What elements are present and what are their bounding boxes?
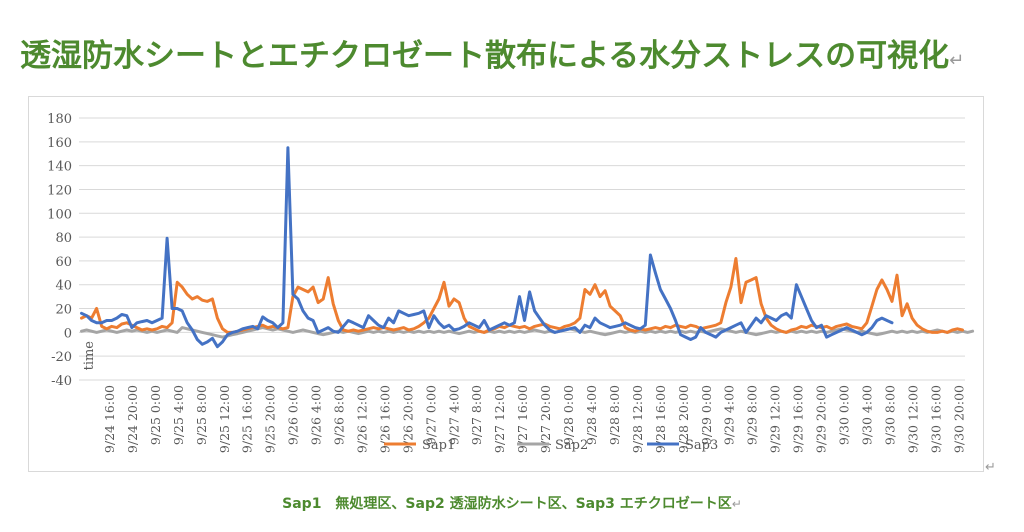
x-tick-label: 9/27 0:00 xyxy=(423,385,438,445)
x-tick-label: 9/28 20:00 xyxy=(676,385,691,453)
x-tick-label: 9/26 0:00 xyxy=(286,385,301,445)
x-tick-label: 9/25 12:00 xyxy=(217,385,232,453)
y-tick-label: 180 xyxy=(47,112,72,127)
x-tick-label: 9/27 20:00 xyxy=(538,385,553,453)
x-tick-label: 9/26 4:00 xyxy=(309,385,324,445)
y-tick-label: -40 xyxy=(51,374,72,389)
line-chart: -40 -20 0 20 40 60 80 100 120 140 160 180 9/24 16:00… xyxy=(47,112,975,453)
x-tick-label: 9/29 4:00 xyxy=(722,385,737,445)
x-tick-label: 9/24 16:00 xyxy=(102,385,117,453)
y-tick-label: 20 xyxy=(55,303,72,318)
x-tick-label: 9/26 8:00 xyxy=(332,385,347,445)
x-tick-label: 9/25 8:00 xyxy=(194,385,209,445)
x-tick-label: 9/29 12:00 xyxy=(768,385,783,453)
x-tick-label: 9/26 16:00 xyxy=(377,385,392,453)
title-text: 透湿防水シートとエチクロゼート散布による水分ストレスの可視化 xyxy=(20,38,950,74)
y-tick-label: 120 xyxy=(47,183,72,198)
x-tick-label: 9/27 4:00 xyxy=(446,385,461,445)
x-tick-label: 9/28 16:00 xyxy=(653,385,668,453)
x-tick-label: 9/27 8:00 xyxy=(469,385,484,445)
x-tick-label: 9/29 20:00 xyxy=(814,385,829,453)
y-tick-label: 60 xyxy=(55,255,72,270)
x-tick-label: 9/29 8:00 xyxy=(745,385,760,445)
x-tick-label: 9/25 20:00 xyxy=(263,385,278,453)
x-tick-label: 9/29 16:00 xyxy=(791,385,806,453)
x-tick-label: 9/28 12:00 xyxy=(630,385,645,453)
series-line-sap1 xyxy=(80,257,964,334)
x-tick-label: 9/28 4:00 xyxy=(584,385,599,445)
x-tick-label: 9/30 4:00 xyxy=(859,385,874,445)
x-tick-label: 9/28 0:00 xyxy=(561,385,576,445)
x-tick-label: 9/27 12:00 xyxy=(492,385,507,453)
legend-label-sap1: Sap1 xyxy=(422,438,455,453)
x-tick-label: 9/30 0:00 xyxy=(836,385,851,445)
y-tick-label: 100 xyxy=(47,207,72,222)
caption-paragraph-mark: ↵ xyxy=(731,497,742,511)
x-tick-label: 9/30 16:00 xyxy=(928,385,943,453)
legend-label-sap3: Sap3 xyxy=(685,438,718,453)
x-tick-label: 9/30 20:00 xyxy=(951,385,966,453)
x-tick-label: 9/24 20:00 xyxy=(125,385,140,453)
paragraph-mark-frame: ↵ xyxy=(985,460,996,475)
series-line-sap3 xyxy=(80,146,894,349)
y-tick-label: 160 xyxy=(47,136,72,151)
x-tick-label: 9/27 16:00 xyxy=(515,385,530,453)
y-tick-label: 40 xyxy=(55,279,72,294)
x-tick-label: 9/25 16:00 xyxy=(240,385,255,453)
x-tick-label: 9/29 0:00 xyxy=(699,385,714,445)
legend-label-sap2: Sap2 xyxy=(555,438,588,453)
chart-frame: -40 -20 0 20 40 60 80 100 120 140 160 180 9/24 16:00… xyxy=(28,96,984,472)
x-tick-label: 9/30 8:00 xyxy=(882,385,897,445)
figure-caption: Sap1 無処理区、Sap2 透湿防水シート区、Sap3 エチクロゼート区↵ xyxy=(0,493,1024,513)
x-tick-label: 9/26 12:00 xyxy=(354,385,369,453)
x-tick-label: 9/25 4:00 xyxy=(171,385,186,445)
x-tick-label: 9/30 12:00 xyxy=(905,385,920,453)
x-tick-label: 9/26 20:00 xyxy=(400,385,415,453)
y-tick-label: 140 xyxy=(47,160,72,175)
y-tick-label: -20 xyxy=(51,350,72,365)
y-tick-label: 80 xyxy=(55,231,72,246)
paragraph-mark: ↵ xyxy=(949,50,965,71)
x-axis-title: time xyxy=(82,341,97,371)
x-tick-label: 9/28 8:00 xyxy=(607,385,622,445)
caption-text: Sap1 無処理区、Sap2 透湿防水シート区、Sap3 エチクロゼート区 xyxy=(282,496,732,512)
x-tick-label: 9/25 0:00 xyxy=(148,385,163,445)
page-title: 透湿防水シートとエチクロゼート散布による水分ストレスの可視化↵ xyxy=(20,30,964,75)
y-tick-label: 0 xyxy=(64,326,72,341)
